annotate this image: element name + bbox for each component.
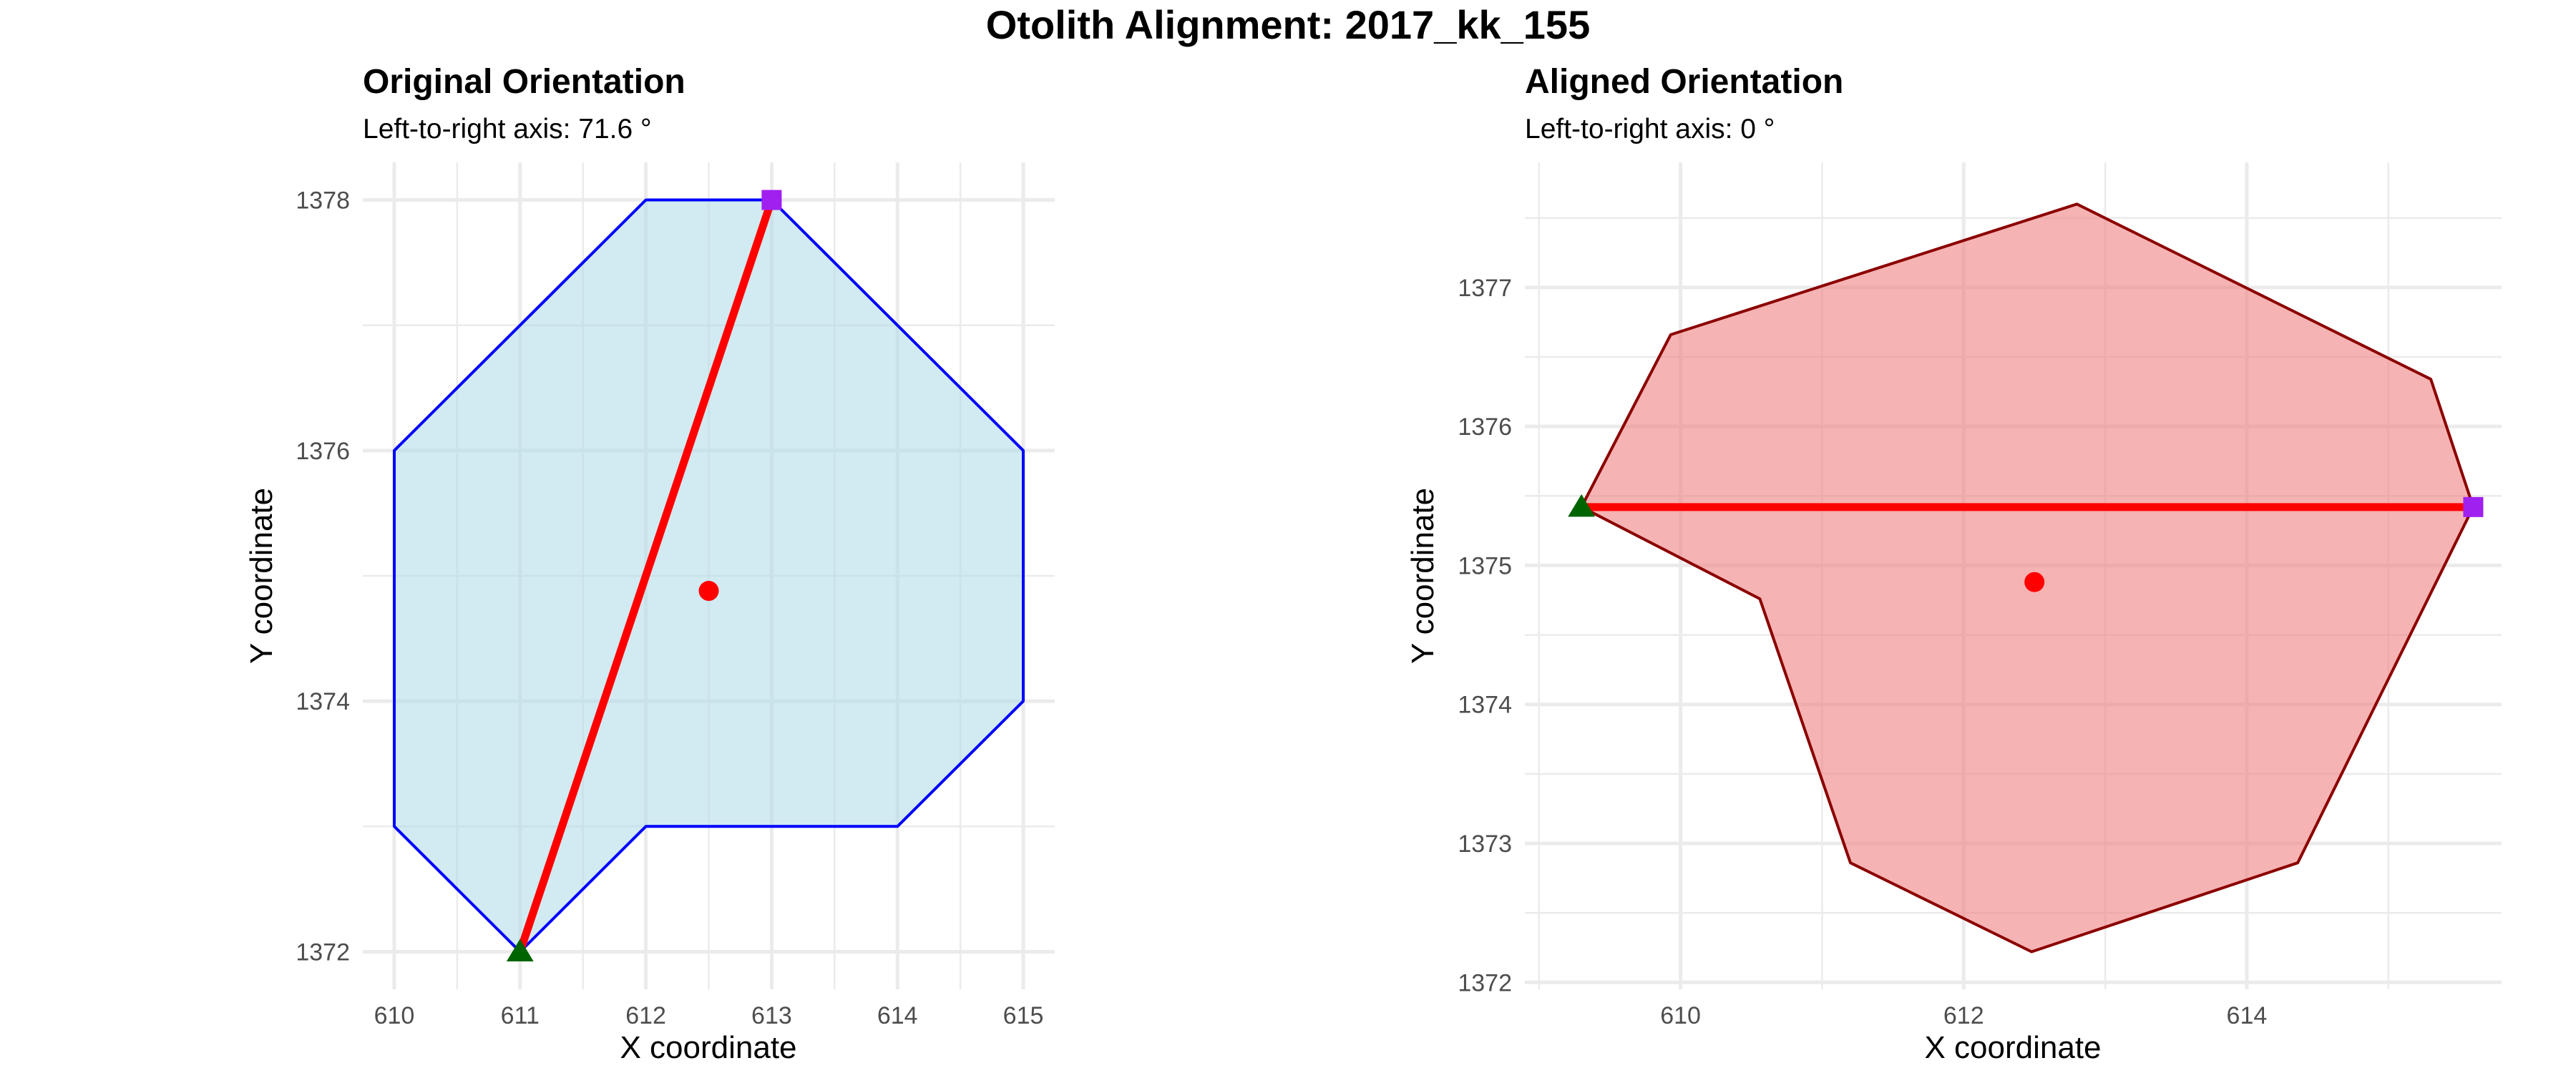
aligned-centroid-point [2024, 572, 2045, 592]
original-y-tick-label: 1372 [296, 939, 350, 966]
original-orientation-panel: Original Orientation Left-to-right axis:… [244, 63, 1055, 1065]
aligned-x-tick-label: 614 [2227, 1002, 2268, 1029]
original-centroid-point [698, 581, 719, 602]
original-x-tick-label: 612 [625, 1002, 666, 1029]
aligned-start-point [1568, 494, 1596, 517]
original-x-tick-label: 615 [1003, 1002, 1044, 1029]
original-y-tick-label: 1374 [296, 688, 350, 715]
original-x-tick-label: 610 [374, 1002, 415, 1029]
original-x-tick-label: 614 [877, 1002, 918, 1029]
original-y-tick-label: 1376 [296, 438, 350, 465]
original-end-point [761, 190, 782, 210]
figure-title: Otolith Alignment: 2017_kk_155 [986, 2, 1590, 47]
aligned-plot-marks [1568, 202, 2484, 954]
aligned-tick-labels: 610 612 614 1372 1373 1374 1375 1376 1377 [1458, 275, 2267, 1029]
original-axis-line [516, 198, 776, 954]
original-panel-title: Original Orientation [363, 63, 686, 101]
aligned-y-tick-label: 1377 [1458, 275, 1512, 302]
original-otolith-outline [393, 198, 1025, 954]
aligned-end-point [2463, 496, 2484, 517]
aligned-panel-subtitle: Left-to-right axis: 0 ° [1525, 114, 1775, 144]
aligned-y-tick-label: 1375 [1458, 552, 1512, 579]
aligned-x-tick-label: 612 [1943, 1002, 1984, 1029]
aligned-orientation-panel: Aligned Orientation Left-to-right axis: … [1405, 63, 2502, 1065]
original-y-tick-label: 1378 [296, 187, 350, 215]
original-panel-subtitle: Left-to-right axis: 71.6 ° [363, 114, 652, 144]
aligned-y-tick-label: 1376 [1458, 413, 1512, 441]
original-x-tick-label: 611 [501, 1002, 540, 1029]
aligned-y-tick-label: 1373 [1458, 831, 1512, 858]
original-start-point [506, 939, 534, 961]
original-y-axis-label: Y coordinate [244, 488, 279, 664]
original-tick-labels: 610 611 612 613 614 615 1372 1374 1376 1378 [296, 187, 1043, 1029]
aligned-panel-title: Aligned Orientation [1525, 63, 1843, 101]
aligned-y-tick-label: 1372 [1458, 969, 1512, 996]
original-plot-marks [393, 190, 1025, 961]
aligned-x-tick-label: 610 [1660, 1002, 1701, 1029]
original-x-axis-label: X coordinate [620, 1030, 796, 1065]
aligned-y-tick-label: 1374 [1458, 692, 1512, 719]
aligned-y-axis-label: Y coordinate [1405, 488, 1440, 664]
aligned-x-axis-label: X coordinate [1924, 1030, 2101, 1065]
original-x-tick-label: 613 [751, 1002, 792, 1029]
